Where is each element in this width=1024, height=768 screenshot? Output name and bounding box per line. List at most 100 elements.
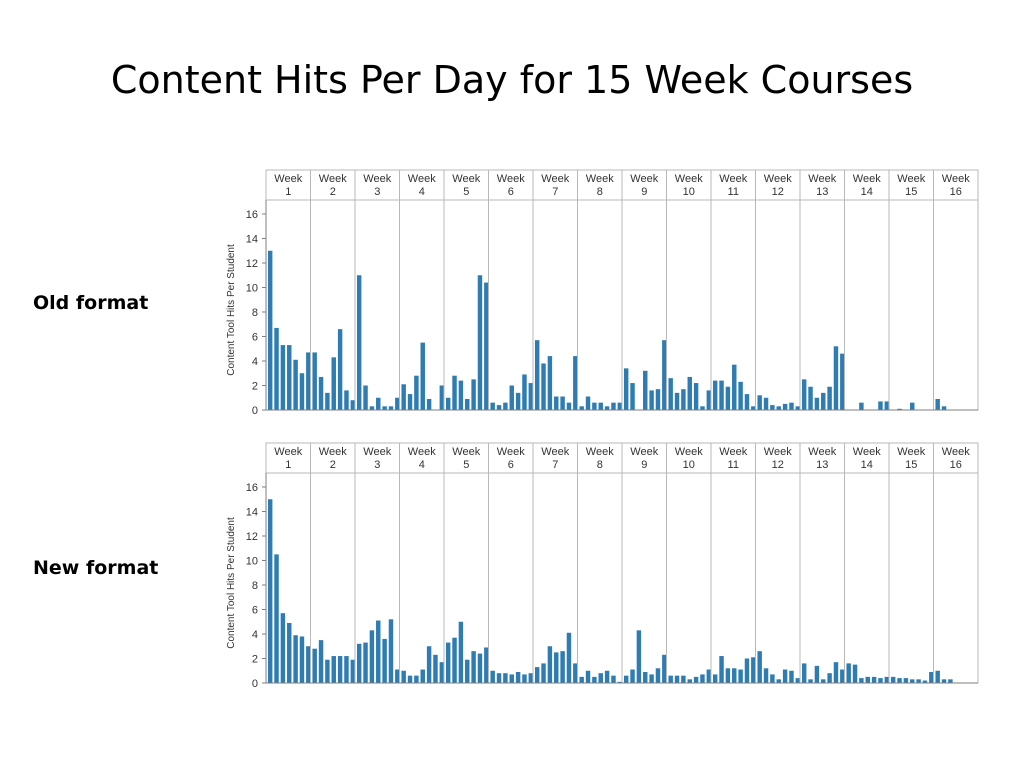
bar <box>471 651 476 683</box>
bar <box>922 680 928 683</box>
y-tick-label: 2 <box>252 654 258 666</box>
bar <box>770 674 775 683</box>
panel-header-week: Week <box>897 173 925 185</box>
panel-header-number: 12 <box>772 459 784 471</box>
panel-header-number: 12 <box>772 186 784 198</box>
panel-header-number: 5 <box>463 459 469 471</box>
bar <box>801 379 807 410</box>
bar <box>471 379 476 410</box>
bar <box>617 402 623 410</box>
bar <box>833 346 839 410</box>
y-tick-label: 14 <box>246 507 258 519</box>
bar <box>687 679 692 683</box>
panel-header-week: Week <box>274 173 302 185</box>
bar <box>414 675 419 683</box>
bar <box>744 394 750 410</box>
panel-header-number: 16 <box>950 186 962 198</box>
bar <box>452 637 457 683</box>
bar <box>592 402 597 410</box>
panel-header-number: 15 <box>905 459 917 471</box>
bar <box>865 676 870 683</box>
bar <box>795 406 801 410</box>
bar <box>884 676 890 683</box>
bar <box>630 669 635 683</box>
bar <box>674 675 680 683</box>
bar <box>623 368 629 410</box>
panel-header-week: Week <box>764 173 792 185</box>
bar <box>388 406 394 410</box>
panel-header-number: 3 <box>374 186 380 198</box>
bar <box>337 656 343 683</box>
bar <box>630 383 635 410</box>
bar <box>744 658 750 683</box>
panel-header-week: Week <box>541 446 569 458</box>
bar <box>534 667 540 683</box>
bar <box>617 681 623 683</box>
bar <box>700 406 705 410</box>
bar <box>687 376 692 410</box>
bar <box>414 375 419 410</box>
slide-title: Content Hits Per Day for 15 Week Courses <box>110 58 914 102</box>
bar <box>293 359 298 410</box>
bar <box>522 674 527 683</box>
bar <box>732 364 737 410</box>
bar <box>833 662 839 683</box>
bar <box>738 381 743 410</box>
bar <box>522 374 527 410</box>
bar <box>287 345 292 410</box>
bar <box>757 395 762 410</box>
panel-header-number: 1 <box>285 459 291 471</box>
bar <box>458 621 464 683</box>
bar <box>299 636 305 683</box>
y-tick-label: 6 <box>252 332 258 344</box>
row-label-new: New format <box>33 557 159 579</box>
panel-header-number: 8 <box>597 459 603 471</box>
y-tick-label: 12 <box>246 531 258 543</box>
bar <box>490 402 495 410</box>
bar <box>693 676 699 683</box>
panel-header-number: 16 <box>950 459 962 471</box>
bar <box>312 648 317 683</box>
bar <box>611 402 616 410</box>
bar <box>795 678 801 683</box>
bar <box>821 679 826 683</box>
panel-header-number: 6 <box>508 459 514 471</box>
bar <box>662 340 667 410</box>
panel-header-week: Week <box>408 173 436 185</box>
bar <box>712 380 718 410</box>
bar <box>407 394 413 410</box>
bar <box>477 653 483 683</box>
bar <box>541 663 546 683</box>
bar <box>763 668 769 683</box>
bar <box>649 674 654 683</box>
panel-header-week: Week <box>541 173 569 185</box>
bar <box>948 679 953 683</box>
y-tick-label: 4 <box>252 629 258 641</box>
bar <box>636 630 642 683</box>
panel-header-number: 10 <box>683 459 695 471</box>
bar <box>598 402 603 410</box>
bar <box>611 675 616 683</box>
panel-header-week: Week <box>630 446 658 458</box>
bar <box>325 659 330 683</box>
panel-header-week: Week <box>719 446 747 458</box>
bar <box>401 670 406 683</box>
bar <box>693 383 699 410</box>
bar <box>503 673 508 683</box>
panel-header-week: Week <box>630 173 658 185</box>
bar <box>395 669 400 683</box>
y-axis-label: Content Tool Hits Per Student <box>226 517 237 649</box>
panel-header-number: 13 <box>816 186 828 198</box>
bar <box>503 402 508 410</box>
bar <box>426 398 432 410</box>
y-tick-label: 6 <box>252 605 258 617</box>
panel-header-week: Week <box>497 173 525 185</box>
bar <box>382 406 387 410</box>
panel-header-number: 10 <box>683 186 695 198</box>
bar <box>287 622 292 683</box>
bar <box>541 363 546 410</box>
y-tick-label: 0 <box>252 405 258 415</box>
bar <box>325 392 330 410</box>
